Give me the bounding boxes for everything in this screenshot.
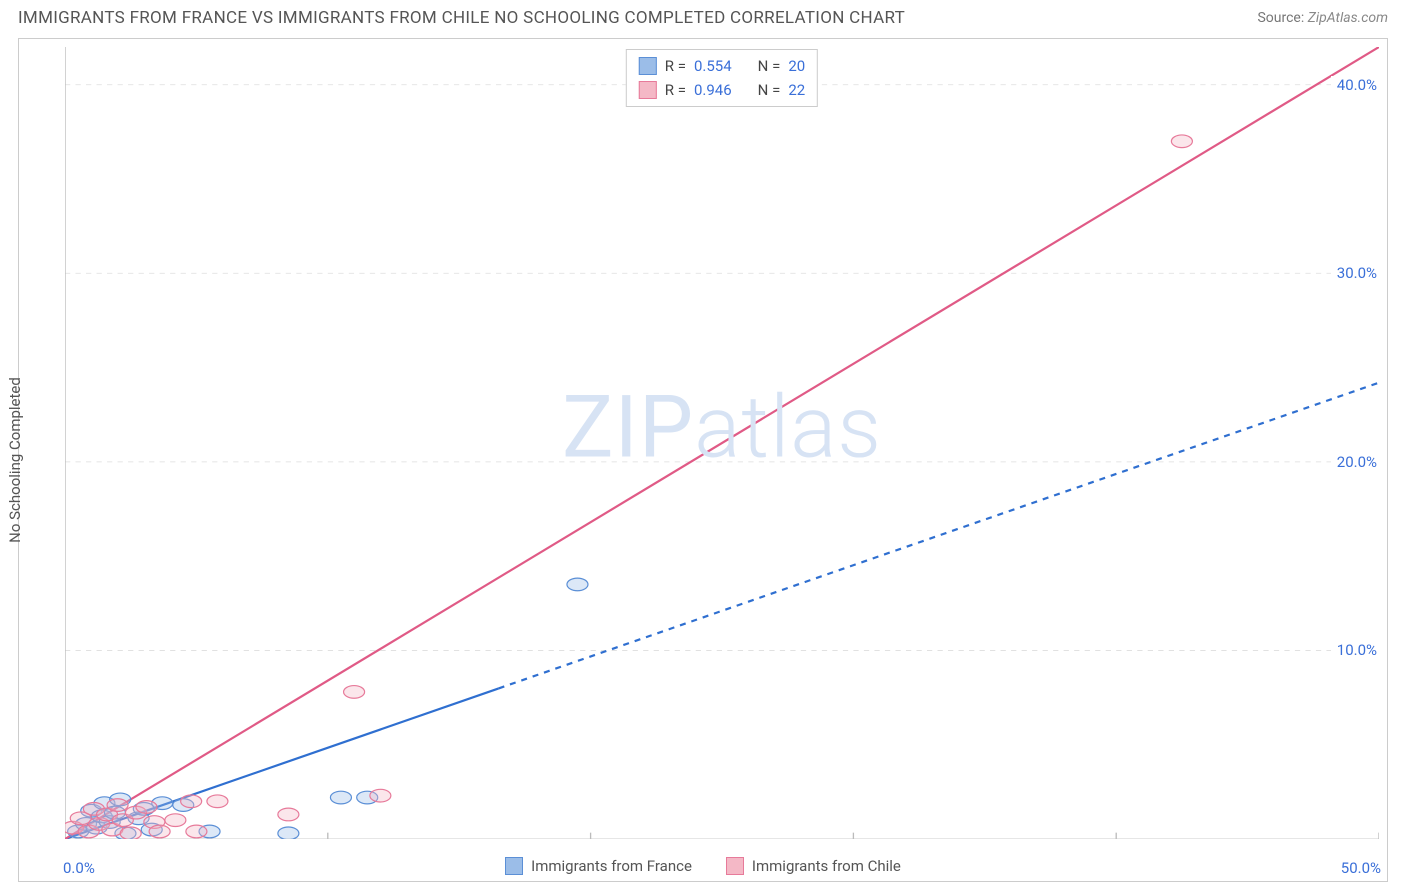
n-label-chile: N = (758, 78, 781, 102)
n-label-france: N = (758, 54, 781, 78)
legend-label-chile: Immigrants from Chile (752, 857, 901, 875)
y-tick-label: 10.0% (1331, 641, 1377, 659)
r-value-chile: 0.946 (694, 78, 732, 102)
legend-series: Immigrants from France Immigrants from C… (19, 857, 1387, 875)
swatch-chile-bottom (726, 857, 744, 875)
y-tick-label: 30.0% (1331, 264, 1377, 282)
chart-title: IMMIGRANTS FROM FRANCE VS IMMIGRANTS FRO… (18, 8, 905, 28)
n-value-chile: 22 (788, 78, 805, 102)
r-value-france: 0.554 (694, 54, 732, 78)
legend-item-chile: Immigrants from Chile (726, 857, 901, 875)
legend-correlation: R = 0.554 N = 20 R = 0.946 N = 22 (626, 49, 818, 107)
plot-area: ZIPatlas R = 0.554 N = 20 R = 0.946 N = … (65, 47, 1379, 839)
swatch-chile (639, 81, 657, 99)
swatch-france-bottom (505, 857, 523, 875)
r-label-chile: R = (665, 78, 686, 102)
chart-container: No Schooling Completed ZIPatlas R = 0.55… (18, 38, 1388, 882)
legend-item-france: Immigrants from France (505, 857, 692, 875)
y-tick-label: 20.0% (1331, 453, 1377, 471)
legend-label-france: Immigrants from France (531, 857, 692, 875)
y-tick-label: 40.0% (1331, 76, 1377, 94)
swatch-france (639, 57, 657, 75)
source-label: Source: (1257, 10, 1304, 26)
legend-row-chile: R = 0.946 N = 22 (639, 78, 805, 102)
r-label-france: R = (665, 54, 686, 78)
n-value-france: 20 (788, 54, 805, 78)
y-axis-label: No Schooling Completed (6, 377, 24, 543)
source-value: ZipAtlas.com (1308, 10, 1388, 26)
source-citation: Source: ZipAtlas.com (1257, 10, 1388, 26)
legend-row-france: R = 0.554 N = 20 (639, 54, 805, 78)
